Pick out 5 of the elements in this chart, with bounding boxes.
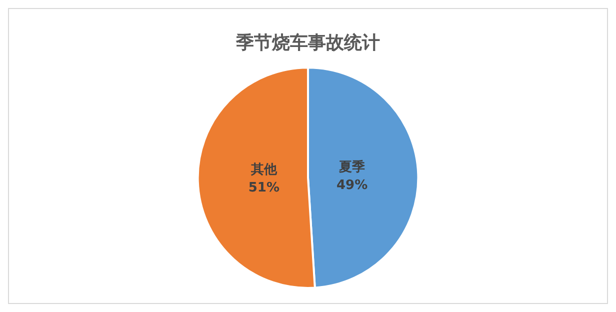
chart-title: 季节烧车事故统计	[235, 32, 380, 54]
slice-label: 夏季	[338, 158, 366, 175]
data-label: 51%	[248, 180, 280, 196]
slice-label: 其他	[250, 162, 278, 178]
data-label: 49%	[336, 178, 368, 193]
